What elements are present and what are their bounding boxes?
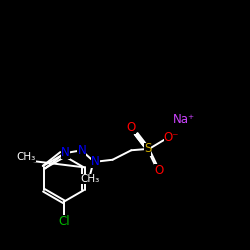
Text: O: O	[154, 164, 163, 177]
Text: CH₃: CH₃	[16, 152, 36, 162]
Text: N: N	[78, 144, 86, 157]
Text: O⁻: O⁻	[164, 131, 179, 144]
Text: N: N	[91, 155, 100, 168]
Text: S: S	[144, 142, 151, 156]
Text: Na⁺: Na⁺	[173, 113, 195, 126]
Text: CH₃: CH₃	[80, 174, 100, 184]
Text: O: O	[127, 121, 136, 134]
Text: N: N	[61, 146, 70, 159]
Text: Cl: Cl	[58, 215, 70, 228]
